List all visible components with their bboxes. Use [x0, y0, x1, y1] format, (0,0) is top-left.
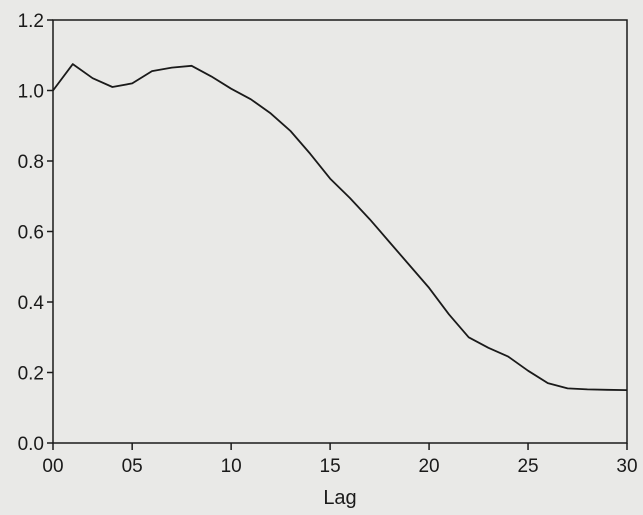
x-tick-label: 00: [42, 456, 63, 477]
x-tick-label: 05: [122, 456, 143, 477]
series-line: [52, 63, 628, 391]
x-tick-label: 30: [616, 456, 637, 477]
y-tick-label: 1.0: [18, 82, 44, 103]
x-axis-ticks: 00 05 10 15 20 25 30: [42, 443, 638, 477]
y-tick-label: 0.6: [18, 223, 44, 244]
x-axis-title: Lag: [323, 487, 356, 509]
x-tick-label: 20: [418, 456, 439, 477]
y-axis-ticks: 0.0 0.2 0.4 0.6 0.8 1.0 1.2: [18, 11, 53, 455]
x-tick-label: 15: [320, 456, 341, 477]
y-tick-label: 0.8: [18, 152, 44, 173]
y-tick-label: 0.4: [18, 293, 45, 314]
x-tick-label: 25: [517, 456, 538, 477]
y-tick-label: 1.2: [18, 11, 44, 32]
x-tick-label: 10: [221, 456, 242, 477]
y-tick-label: 0.0: [18, 434, 44, 455]
y-tick-label: 0.2: [18, 364, 44, 385]
